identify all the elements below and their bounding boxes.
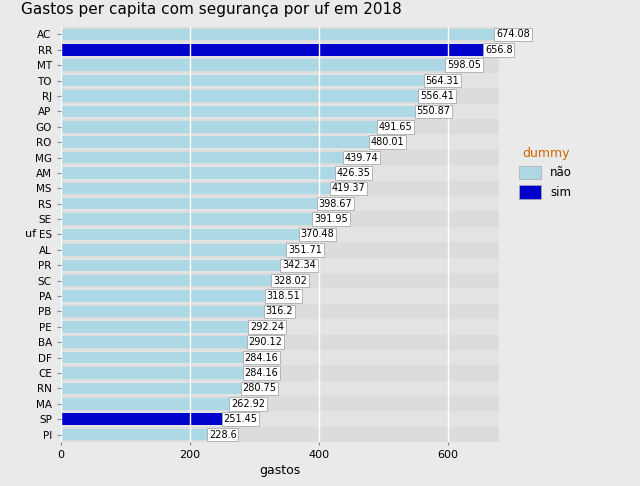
Bar (61, 150, 499, 165)
Text: 292.24: 292.24 (250, 322, 284, 332)
Bar (61, 59, 446, 71)
Bar (61, 427, 499, 442)
Bar (61, 135, 499, 150)
Text: 328.02: 328.02 (273, 276, 307, 286)
Bar (61, 227, 499, 242)
Bar (61, 137, 371, 148)
Text: 262.92: 262.92 (231, 399, 265, 409)
Bar (61, 104, 499, 119)
Bar (61, 196, 499, 211)
Text: 556.41: 556.41 (420, 91, 454, 101)
Bar (61, 319, 499, 334)
Bar (61, 288, 499, 304)
Bar (61, 429, 208, 440)
Bar (61, 29, 495, 40)
Bar (61, 260, 282, 271)
Text: 370.48: 370.48 (300, 229, 334, 240)
Text: 419.37: 419.37 (332, 183, 365, 193)
Bar (61, 381, 499, 396)
Text: 674.08: 674.08 (496, 30, 530, 39)
Bar (61, 273, 499, 288)
Bar (61, 75, 424, 87)
Bar (61, 334, 499, 350)
Text: 318.51: 318.51 (267, 291, 301, 301)
Bar (61, 244, 287, 256)
Bar (61, 290, 266, 302)
Bar (61, 229, 300, 240)
Bar (61, 167, 335, 179)
Bar (61, 275, 272, 286)
Text: 550.87: 550.87 (417, 106, 451, 116)
Bar (61, 57, 499, 73)
Text: 480.01: 480.01 (371, 137, 404, 147)
Bar (61, 412, 499, 427)
Text: 251.45: 251.45 (223, 414, 257, 424)
Bar (61, 396, 499, 412)
Text: 351.71: 351.71 (288, 245, 322, 255)
Bar (61, 382, 242, 394)
Text: 284.16: 284.16 (244, 368, 278, 378)
Bar (61, 42, 499, 57)
Bar (61, 321, 249, 332)
Text: 426.35: 426.35 (336, 168, 370, 178)
X-axis label: gastos: gastos (259, 464, 301, 477)
Text: 491.65: 491.65 (378, 122, 412, 132)
Bar (61, 352, 244, 364)
Text: 656.8: 656.8 (485, 45, 513, 55)
Bar (61, 121, 378, 133)
Text: 290.12: 290.12 (248, 337, 282, 347)
Bar (61, 306, 265, 317)
Text: 398.67: 398.67 (319, 199, 352, 208)
Bar (61, 367, 244, 379)
Bar (61, 183, 331, 194)
Bar (61, 27, 499, 42)
Text: 439.74: 439.74 (345, 153, 379, 162)
Bar (61, 365, 499, 381)
Bar (61, 119, 499, 135)
Bar (61, 90, 420, 102)
Bar (61, 88, 499, 104)
Bar (61, 152, 344, 163)
Legend: não, sim: não, sim (515, 142, 577, 204)
Bar (61, 44, 484, 55)
Text: 284.16: 284.16 (244, 353, 278, 363)
Text: Gastos per capita com segurança por uf em 2018: Gastos per capita com segurança por uf e… (21, 2, 402, 17)
Bar (61, 213, 314, 225)
Text: 280.75: 280.75 (243, 383, 276, 393)
Text: 316.2: 316.2 (266, 307, 293, 316)
Bar (61, 73, 499, 88)
Bar (61, 211, 499, 227)
Bar (61, 105, 416, 117)
Text: 564.31: 564.31 (425, 76, 459, 86)
Bar (61, 165, 499, 181)
Bar (61, 304, 499, 319)
Text: 228.6: 228.6 (209, 430, 237, 439)
Text: 598.05: 598.05 (447, 60, 481, 70)
Text: 391.95: 391.95 (314, 214, 348, 224)
Bar (61, 398, 230, 410)
Bar (61, 198, 318, 209)
Y-axis label: uf: uf (24, 229, 36, 240)
Bar (61, 414, 223, 425)
Bar (61, 350, 499, 365)
Bar (61, 258, 499, 273)
Bar (61, 242, 499, 258)
Bar (61, 336, 248, 348)
Bar (61, 181, 499, 196)
Text: 342.34: 342.34 (282, 260, 316, 270)
